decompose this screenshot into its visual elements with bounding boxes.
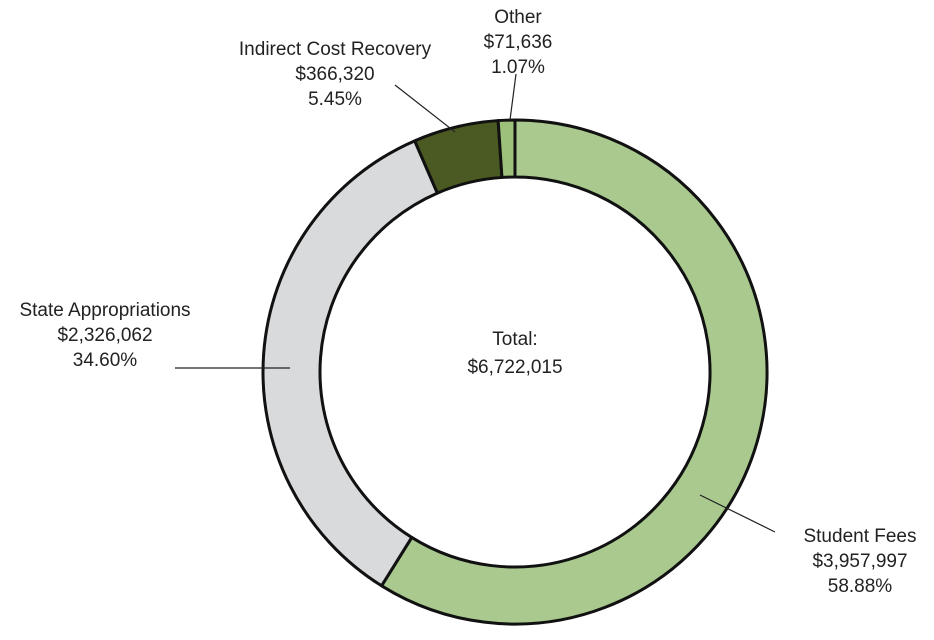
slice-percentage: 5.45% bbox=[308, 89, 362, 110]
slice-percentage: 58.88% bbox=[828, 576, 893, 597]
slice-category: Student Fees bbox=[803, 526, 916, 547]
slice-value: $3,957,997 bbox=[812, 551, 907, 572]
slice-value: $2,326,062 bbox=[57, 325, 152, 346]
center-total: $6,722,015 bbox=[467, 357, 562, 378]
donut-slice bbox=[261, 139, 439, 588]
slice-category: State Appropriations bbox=[19, 300, 190, 321]
leader-line bbox=[394, 84, 456, 133]
slice-category: Other bbox=[494, 7, 542, 28]
slice-value: $366,320 bbox=[295, 64, 374, 85]
donut-slice bbox=[496, 118, 517, 179]
leader-line bbox=[699, 494, 776, 533]
slice-percentage: 34.60% bbox=[73, 350, 138, 371]
slice-category: Indirect Cost Recovery bbox=[239, 39, 432, 60]
slice-value: $71,636 bbox=[484, 32, 553, 53]
leader-line bbox=[509, 73, 517, 121]
center-label: Total: bbox=[492, 329, 537, 350]
slice-percentage: 1.07% bbox=[491, 57, 545, 78]
donut-slice bbox=[380, 118, 769, 626]
